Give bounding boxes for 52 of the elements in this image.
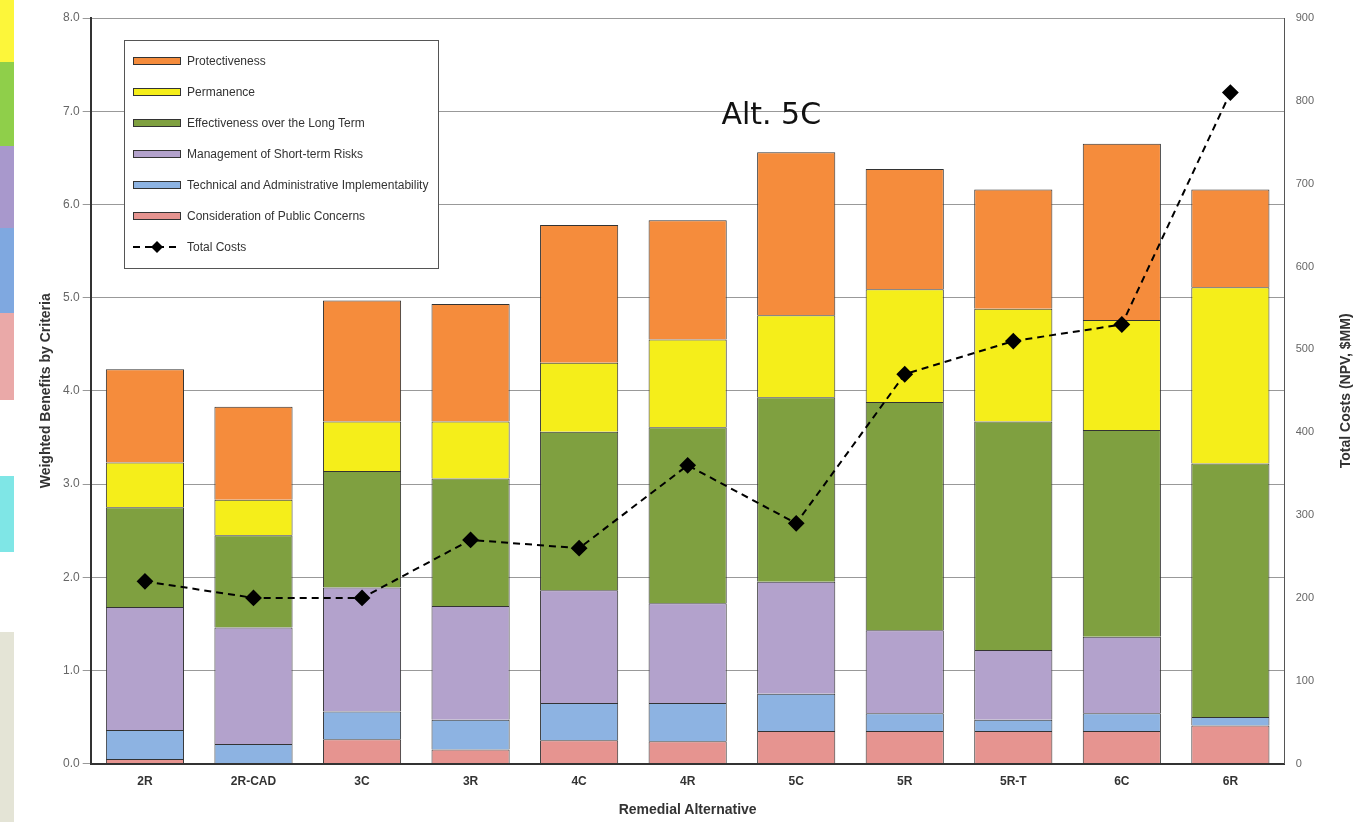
y2-tick-label: 0 xyxy=(1295,756,1302,769)
x-tick-label: 6R xyxy=(1222,774,1239,789)
y-tick-label: 4.0 xyxy=(62,383,80,398)
x-tick-label: 5R xyxy=(897,774,913,789)
y2-tick-label: 900 xyxy=(1295,11,1315,24)
legend-label: Protectiveness xyxy=(187,53,266,68)
x-tick-label: 6C xyxy=(1114,774,1130,789)
point xyxy=(679,457,696,474)
point xyxy=(1005,333,1022,350)
y2-tick-label: 100 xyxy=(1295,673,1315,686)
point xyxy=(1113,316,1130,333)
legend-label: Total Costs xyxy=(187,239,247,254)
x-tick-label: 2R xyxy=(137,774,153,789)
legend-label: Effectiveness over the Long Term xyxy=(187,115,365,130)
legend-label: Consideration of Public Concerns xyxy=(187,208,366,223)
y2-tick-label: 300 xyxy=(1295,508,1315,521)
point xyxy=(788,515,805,532)
y-tick-label: 2.0 xyxy=(62,569,80,584)
x-tick-label: 2R-CAD xyxy=(230,774,277,789)
legend-label: Management of Short-term Risks xyxy=(187,146,364,161)
y2-tick-label: 400 xyxy=(1295,425,1315,438)
x-axis-title: Remedial Alternative xyxy=(618,800,757,817)
y-tick-label: 5.0 xyxy=(62,289,80,304)
y-tick-label: 6.0 xyxy=(62,196,80,211)
x-tick-label: 5R-T xyxy=(999,774,1028,789)
y2-tick-label: 800 xyxy=(1295,93,1315,106)
x-tick-label: 3R xyxy=(462,774,479,789)
y-tick-label: 8.0 xyxy=(62,10,80,25)
point xyxy=(136,573,153,590)
point xyxy=(462,531,479,548)
point xyxy=(354,589,371,606)
y-axis-title: Weighted Benefits by Criteria xyxy=(36,293,53,489)
x-tick-label: 5C xyxy=(788,774,805,789)
x-tick-label: 4C xyxy=(571,774,588,789)
y-tick-label: 7.0 xyxy=(62,103,80,118)
annotation: Alt. 5C xyxy=(721,95,822,131)
point xyxy=(896,366,913,383)
y2-tick-label: 200 xyxy=(1295,590,1315,603)
y2-tick-label: 600 xyxy=(1295,259,1315,272)
y-tick-label: 1.0 xyxy=(62,662,80,677)
y2-tick-label: 700 xyxy=(1295,176,1315,189)
y2-axis-title: Total Costs (NPV, $MM) xyxy=(1336,313,1353,469)
y-tick-label: 3.0 xyxy=(62,476,80,491)
point xyxy=(1222,84,1239,101)
y2-tick-label: 500 xyxy=(1295,342,1315,355)
legend-label: Permanence xyxy=(187,84,256,99)
legend-label: Technical and Administrative Implementability xyxy=(187,177,429,192)
x-tick-label: 3C xyxy=(354,774,371,789)
y-tick-label: 0.0 xyxy=(62,755,80,770)
point xyxy=(571,540,588,557)
point xyxy=(245,589,262,606)
x-tick-label: 4R xyxy=(679,774,696,789)
